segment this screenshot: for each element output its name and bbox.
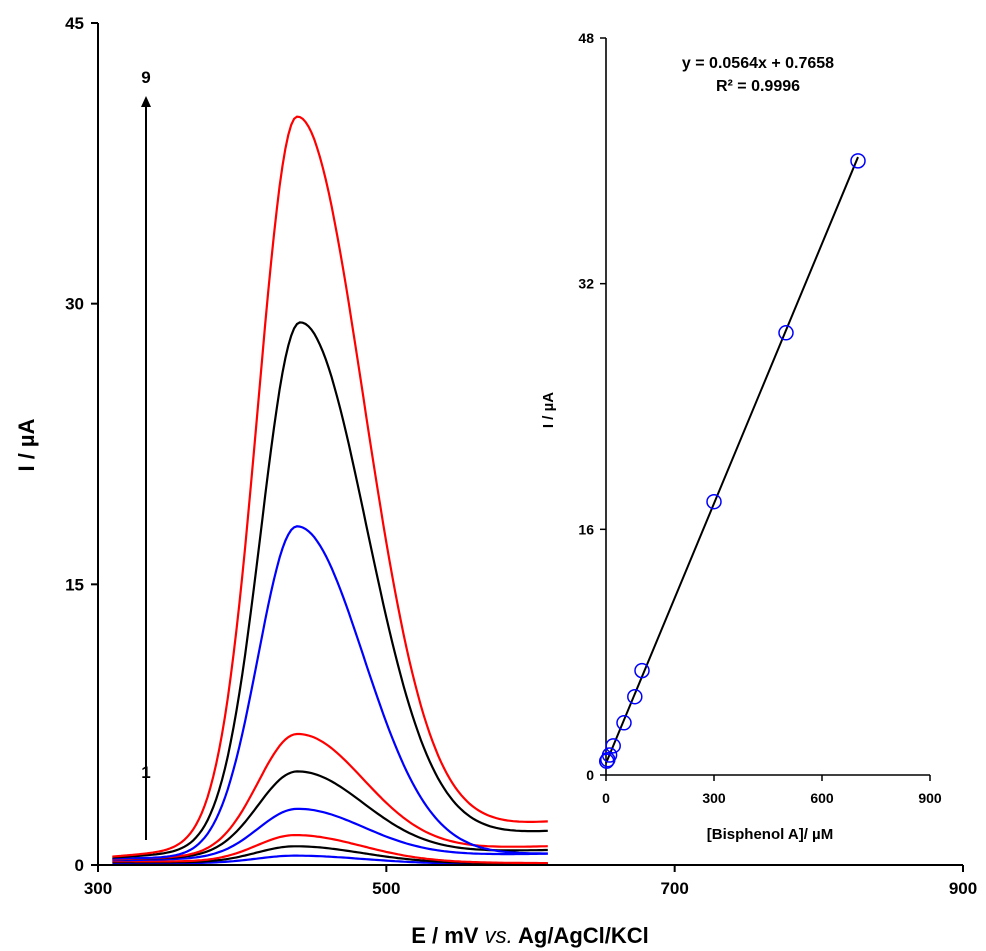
voltammogram-curve-3 [112, 833, 548, 865]
data-point [634, 662, 650, 679]
voltammogram-curve-7 [112, 525, 548, 860]
inset-y-axis-title: I / µA [540, 392, 557, 428]
inset-x-tick-label: 0 [602, 790, 610, 806]
voltammogram-curve-6 [112, 732, 548, 861]
voltammogram-curve-5 [112, 770, 548, 861]
inset-ticks: 0 300 600 900 0 16 32 48 [578, 30, 941, 806]
main-x-tick-label: 700 [660, 879, 688, 898]
inset-background [548, 22, 978, 844]
inset-points [598, 153, 866, 769]
inset-x-axis-title: [Bisphenol A]/ µM [707, 826, 833, 843]
data-point [706, 493, 722, 510]
inset-y-tick-label: 32 [578, 276, 594, 292]
data-point [627, 688, 643, 705]
trend-arrow-head [141, 96, 151, 107]
fit-line [605, 156, 859, 764]
data-point [850, 153, 866, 169]
main-curves [112, 115, 548, 866]
inset-y-tick-label: 16 [578, 521, 594, 537]
inset-x-tick-label: 300 [702, 790, 726, 806]
data-point [778, 325, 794, 341]
main-x-axis-title: E / mV vs. Ag/AgCl/KCl [411, 923, 649, 948]
inset-plot: 0 300 600 900 0 16 32 48 y = 0.0564x + 0.7658 R… [540, 22, 978, 844]
data-point [601, 747, 618, 763]
inset-fit [605, 156, 859, 764]
inset-x-tick-label: 900 [918, 790, 942, 806]
main-y-axis-title: I / µA [14, 418, 39, 471]
arrow-label-end: 9 [141, 68, 150, 87]
main-y-tick-label: 0 [75, 856, 84, 875]
voltammogram-curve-9 [112, 115, 548, 858]
inset-x-tick-label: 600 [810, 790, 834, 806]
main-x-tick-label: 900 [949, 879, 977, 898]
main-y-tick-label: 30 [65, 295, 84, 314]
inset-y-tick-label: 0 [586, 767, 594, 783]
data-point [605, 738, 621, 754]
inset-y-tick-label: 48 [578, 30, 594, 46]
arrow-label-start: 1 [141, 763, 150, 782]
main-y-tick-label: 45 [65, 14, 84, 33]
voltammogram-curve-8 [112, 321, 548, 859]
main-x-tick-label: 500 [372, 879, 400, 898]
fit-equation: y = 0.0564x + 0.7658 [682, 55, 834, 72]
voltammogram-curve-4 [112, 807, 548, 862]
main-x-tick-label: 300 [84, 879, 112, 898]
r-squared: R² = 0.9996 [716, 78, 800, 95]
main-y-tick-label: 15 [65, 575, 84, 594]
data-point [616, 715, 632, 731]
